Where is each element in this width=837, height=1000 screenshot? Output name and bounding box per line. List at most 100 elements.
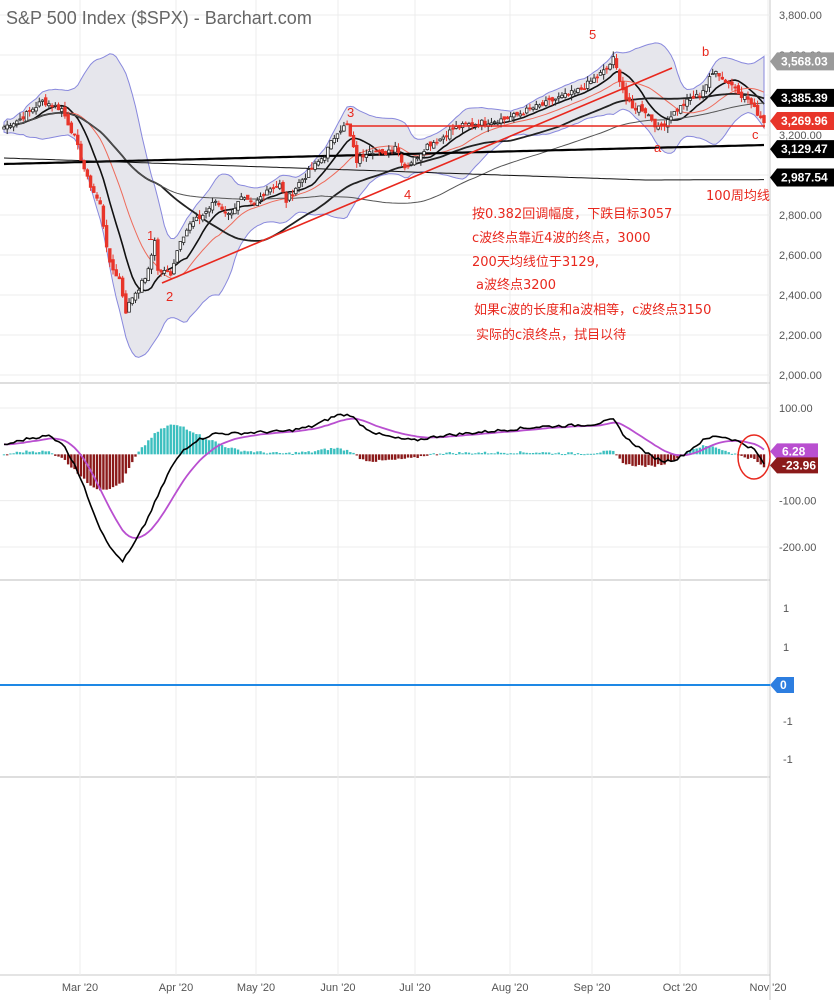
candle-body <box>88 175 93 188</box>
candle-body <box>425 143 429 151</box>
macd-value-badge <box>770 443 818 460</box>
macd-histogram-bar <box>63 454 67 460</box>
candle-body <box>723 79 728 83</box>
price-badge <box>770 88 834 107</box>
candle-body <box>727 81 731 84</box>
macd-signal-line <box>3 417 765 539</box>
candle-body <box>281 181 285 192</box>
macd-histogram-bar <box>762 454 766 468</box>
macd-histogram-bar <box>554 453 557 455</box>
macd-histogram-bar <box>541 452 544 455</box>
candle-body <box>512 113 516 118</box>
macd-histogram-bar <box>34 452 38 455</box>
candle-body <box>521 113 526 116</box>
candle-body <box>579 87 583 90</box>
macd-histogram-bar <box>390 454 394 460</box>
macd-line <box>3 413 765 564</box>
candle-body <box>592 77 596 83</box>
candle-body <box>374 150 378 153</box>
macd-histogram-bar <box>487 453 490 455</box>
candle-body <box>11 123 16 128</box>
macd-histogram-bar <box>381 454 384 461</box>
macd-histogram-bar <box>493 453 496 455</box>
macd-histogram-bar <box>730 453 734 455</box>
candle-body <box>156 239 160 271</box>
candle-body <box>217 202 221 206</box>
price-y-tick-label: 2,800.00 <box>779 210 822 222</box>
macd-histogram-bar <box>525 452 528 455</box>
candle-body <box>21 116 25 120</box>
macd-histogram-bar <box>519 451 522 455</box>
candle-body <box>473 123 478 126</box>
candle-body <box>717 73 721 77</box>
candle-body <box>569 90 574 96</box>
candle-body <box>172 262 176 275</box>
macd-histogram-bar <box>740 454 743 456</box>
macd-histogram-bar <box>66 454 70 465</box>
candle-body <box>111 259 115 271</box>
candle-body <box>601 69 606 75</box>
macd-histogram-bar <box>246 451 249 455</box>
candle-body <box>63 106 67 117</box>
candle-body <box>303 178 308 180</box>
macd-histogram-bar <box>605 450 609 455</box>
macd-histogram-bar <box>25 450 28 455</box>
candle-body <box>364 154 369 158</box>
macd-value-badge <box>770 457 818 474</box>
candle-body <box>262 194 266 197</box>
price-y-tick-label: 3,200.00 <box>779 130 822 142</box>
macd-histogram-bar <box>432 453 435 455</box>
candle-body <box>120 277 125 297</box>
candle-body <box>31 108 35 113</box>
x-tick-label: Apr '20 <box>159 982 194 994</box>
price-badge-label: 3,129.47 <box>781 142 828 156</box>
annotation-line-4: a波终点3200 <box>476 278 557 293</box>
candle-body <box>502 116 506 120</box>
macd-histogram-bar <box>50 453 54 455</box>
candle-body <box>698 95 702 98</box>
macd-histogram-bar <box>243 450 246 455</box>
candle-body <box>688 98 692 101</box>
macd-histogram-bar <box>2 454 6 456</box>
macd-histogram-bar <box>637 454 641 465</box>
macd-histogram-bar <box>108 454 112 489</box>
macd-histogram-bar <box>631 454 634 466</box>
candle-body <box>406 165 410 168</box>
macd-histogram-bar <box>422 454 426 457</box>
candle-body <box>621 81 625 91</box>
candle-body <box>297 182 301 188</box>
candle-body <box>528 107 532 110</box>
candle-body <box>566 93 571 96</box>
macd-histogram-bar <box>429 453 432 455</box>
candle-body <box>18 118 22 121</box>
macd-y-tick-label: 100.00 <box>779 403 813 415</box>
macd-histogram-bar <box>204 439 208 455</box>
macd-histogram-bar <box>454 453 458 455</box>
macd-histogram-bar <box>143 445 147 455</box>
candle-body <box>165 270 170 273</box>
candle-body <box>201 214 205 221</box>
flat-y-tick-label: -1 <box>783 754 793 766</box>
candle-body <box>294 187 298 195</box>
macd-histogram-bar <box>275 451 278 455</box>
candle-body <box>249 200 253 203</box>
candle-body <box>653 118 657 128</box>
candle-body <box>380 149 385 154</box>
macd-histogram-bar <box>349 452 352 455</box>
uptrend-line <box>161 67 673 284</box>
candle-body <box>188 223 192 231</box>
flat-value-label: 0 <box>780 678 787 692</box>
x-tick-label: Oct '20 <box>663 982 698 994</box>
candle-body <box>339 130 343 133</box>
candle-body <box>743 95 747 100</box>
candle-body <box>412 156 417 166</box>
candle-body <box>675 108 680 112</box>
macd-histogram-bar <box>73 454 76 470</box>
candle-body <box>274 185 279 188</box>
macd-histogram-bar <box>304 452 307 455</box>
macd-histogram-bar <box>355 454 358 456</box>
candle-body <box>415 157 420 160</box>
candle-body <box>547 97 551 101</box>
macd-histogram-bar <box>538 452 541 455</box>
macd-histogram-bar <box>217 443 221 455</box>
